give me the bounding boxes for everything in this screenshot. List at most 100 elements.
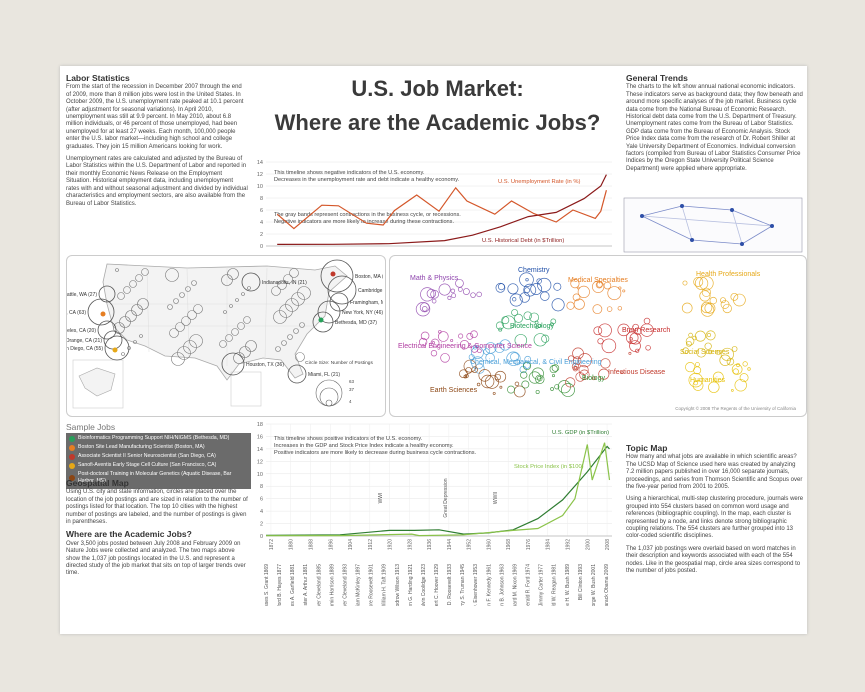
y-tick-label: 14 [257, 160, 263, 166]
x-tick-label: 1880 [289, 539, 295, 550]
topic-node [421, 306, 428, 312]
topic-node [551, 364, 560, 372]
topic-node [431, 341, 435, 345]
posting-circle [225, 334, 233, 342]
x-tick-label: 1984 [546, 539, 552, 550]
topic-node [501, 316, 510, 325]
heading: Labor Statistics [66, 73, 130, 83]
topic-node [438, 331, 449, 342]
topic-node [739, 373, 749, 383]
topic-node [430, 338, 440, 348]
title-line: U.S. Job Market: [351, 76, 524, 101]
y-tick-label: 16 [257, 434, 263, 440]
topic-node [499, 339, 511, 351]
posting-circle [291, 292, 305, 306]
topic-node [688, 332, 693, 338]
discipline-label: Brain Research [622, 327, 670, 334]
posting-circle [299, 322, 305, 328]
city-label: San Diego, CA (55) [67, 346, 103, 352]
topic-node [462, 288, 470, 296]
series-line [277, 174, 607, 246]
topic-node [700, 303, 715, 317]
topic-node [551, 298, 565, 312]
president-label: Woodrow Wilson 1913 [395, 564, 401, 606]
chart-note: The gray bands represent contractions in… [274, 212, 461, 218]
posting-circle [245, 340, 257, 352]
president-label: Lyndon B. Johnson 1963 [499, 564, 505, 606]
city-label: Orange, CA (21) [67, 338, 102, 344]
chart-note: This timeline shows negative indicators … [274, 170, 425, 176]
chart-note: Increases in the GDP and Stock Price Ind… [274, 443, 454, 449]
topic-node [688, 372, 703, 388]
topic-node [706, 332, 712, 338]
topic-node [561, 383, 575, 397]
topic-node [523, 311, 533, 320]
sample-jobs: Sample Jobs Bioinformatics Programming S… [66, 423, 251, 490]
topic-node [694, 362, 700, 367]
topic-node [682, 280, 688, 286]
topic-node [577, 353, 592, 368]
topic-node [570, 279, 580, 289]
topic-node [535, 325, 539, 329]
posting-circle [273, 310, 287, 324]
chart-note: This timeline shows positive indicators … [274, 436, 423, 442]
posting-circle [293, 328, 299, 334]
posting-circle [271, 286, 281, 296]
topic-node [730, 388, 734, 392]
president-label: James A. Garfield 1881 [290, 564, 296, 606]
city-label: Bethesda, MD (37) [335, 320, 377, 326]
topic-node [507, 283, 519, 295]
paragraph: From the start of the recession in Decem… [66, 84, 244, 150]
topic-node [499, 385, 503, 389]
topic-node [440, 353, 450, 363]
labor-statistics: Labor Statistics From the start of the r… [66, 73, 248, 213]
topic-node [430, 350, 438, 357]
posting-circle [287, 334, 293, 340]
topic-node [591, 376, 596, 381]
us-outline [102, 263, 348, 381]
topic-node [720, 300, 730, 309]
topic-node [549, 322, 554, 327]
posting-circle [133, 340, 137, 344]
x-tick-label: 2000 [585, 539, 591, 550]
posting-circle [221, 274, 233, 286]
posting-circle [297, 286, 311, 300]
job-item: Post-doctoral Training in Molecular Gene… [69, 471, 248, 486]
topic-node [620, 371, 624, 375]
topic-node [578, 364, 589, 375]
hawaii-inset [230, 371, 262, 407]
topic-node [635, 348, 640, 353]
topic-node [565, 377, 576, 388]
posting-circle [183, 340, 197, 354]
topic-node [572, 293, 581, 302]
president-label: Grover Cleveland 1893 [342, 564, 348, 606]
city-label: Houston, TX (36) [246, 362, 284, 368]
topic-node [457, 287, 463, 292]
job-dot [69, 445, 75, 452]
posting-circle [243, 316, 251, 324]
y-tick-label: 2 [260, 232, 263, 238]
topic-node [707, 349, 713, 355]
discipline-label: Humanities [690, 377, 726, 384]
president-label: Bill Clinton 1993 [578, 564, 584, 600]
city-label: New York, NY (46) [342, 310, 383, 316]
topic-node [450, 288, 456, 294]
job-text: Boston Site Lead Manufacturing Scientist… [78, 444, 205, 451]
topic-node [617, 306, 623, 311]
topic-node [708, 381, 720, 393]
heading: Topic Map [626, 443, 668, 453]
city-circle [104, 335, 130, 361]
posting-circle [193, 304, 203, 314]
president-label: John F. Kennedy 1961 [486, 564, 492, 606]
city-circle [103, 330, 123, 350]
topic-node [595, 281, 603, 289]
discipline-label: Infectious Disease [608, 369, 665, 376]
job-dot [69, 462, 75, 469]
city-circle [312, 311, 334, 333]
topic-node [600, 358, 611, 369]
topic-node [531, 367, 544, 380]
discipline-label: Social Sciences [680, 349, 730, 356]
posting-circle [119, 316, 131, 328]
topic-node [705, 330, 716, 341]
